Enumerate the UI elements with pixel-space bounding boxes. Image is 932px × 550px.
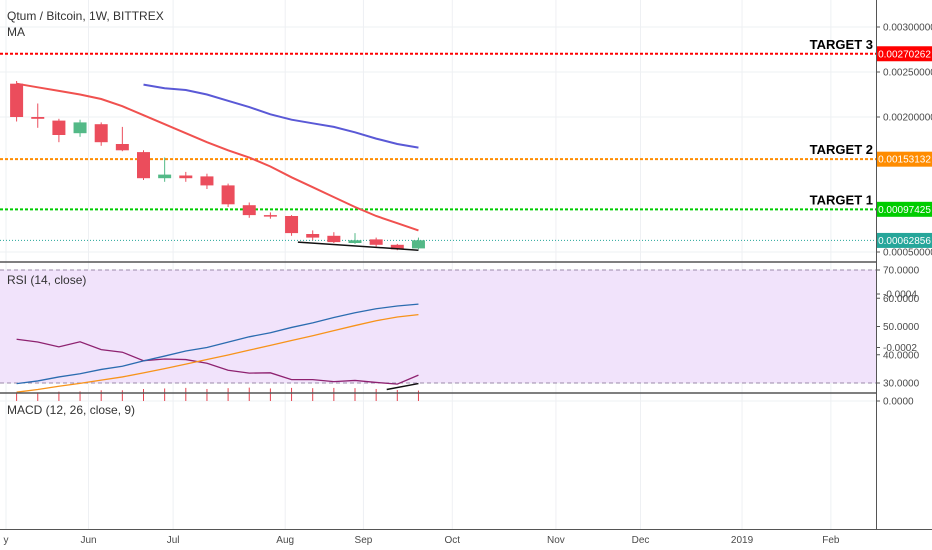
macd-tick-1: -0.0002: [883, 343, 917, 354]
candle-body: [115, 144, 129, 151]
moving-averages: [16, 82, 419, 232]
candle-body: [73, 122, 87, 134]
candle-17[interactable]: [369, 237, 383, 247]
rsi-tick-3: 40.0000: [883, 350, 920, 361]
candle-0[interactable]: [10, 81, 24, 122]
rsi-trendline[interactable]: [386, 382, 419, 391]
candle-body: [179, 175, 193, 179]
last-price-badge-box: [877, 232, 932, 248]
ma-fast-line[interactable]: [16, 82, 419, 232]
price-tick-3: 0.00050000: [883, 248, 932, 259]
candle-15[interactable]: [327, 232, 341, 243]
rsi-line[interactable]: [16, 338, 419, 385]
macd-tick-2: -0.0004: [883, 290, 917, 301]
rsi-tick-0: 70.0000: [883, 266, 920, 277]
time-label-oct: Oct: [445, 535, 461, 546]
time-label-nov: Nov: [547, 535, 565, 546]
macd-line[interactable]: [16, 303, 419, 385]
price-tick-2: 0.00200000: [883, 113, 932, 124]
candle-12[interactable]: [263, 212, 277, 219]
candle-19[interactable]: [411, 237, 425, 250]
chart-title: Qtum / Bitcoin, 1W, BITTREX: [7, 9, 164, 23]
candle-body: [369, 239, 383, 245]
candle-13[interactable]: [285, 215, 299, 236]
price-tick-1: 0.00250000: [883, 68, 932, 79]
candle-6[interactable]: [137, 150, 150, 180]
candle-8[interactable]: [179, 171, 193, 182]
candle-body: [411, 240, 425, 249]
time-label-y: y: [4, 535, 9, 546]
target-label-2: TARGET 2: [810, 142, 873, 157]
candle-9[interactable]: [200, 173, 214, 189]
rsi-pane: [16, 338, 419, 385]
candle-body: [390, 244, 404, 250]
target-badge-2-box: [877, 151, 932, 167]
target-badge-3-box: [877, 46, 932, 62]
macd-signal-line[interactable]: [16, 313, 419, 393]
price-trendline[interactable]: [297, 241, 419, 251]
candle-body: [263, 215, 277, 217]
rsi-tick-4: 30.0000: [883, 379, 920, 390]
macd-legend[interactable]: MACD (12, 26, close, 9): [7, 403, 135, 417]
target-badge-1: 0.00097425: [878, 205, 931, 216]
candle-body: [52, 120, 66, 135]
candle-body: [10, 83, 24, 117]
candle-body: [327, 235, 341, 243]
pane-separators[interactable]: [0, 0, 932, 530]
candle-body: [94, 124, 108, 143]
target-badge-2: 0.00153132: [878, 155, 931, 166]
candle-1[interactable]: [31, 103, 45, 128]
macd-tick-0: 0.0000: [883, 397, 914, 408]
last-price-badge: 0.00062856: [878, 236, 931, 247]
time-label-aug: Aug: [276, 535, 294, 546]
rsi-tick-2: 50.0000: [883, 322, 920, 333]
candle-11[interactable]: [242, 202, 256, 218]
macd-pane: [16, 303, 419, 401]
candle-7[interactable]: [158, 157, 172, 182]
rsi-tick-1: 60.0000: [883, 294, 920, 305]
time-axis[interactable]: y Jun Jul Aug Sep Oct Nov Dec 2019 Feb: [4, 535, 840, 546]
target-label-3: TARGET 3: [810, 37, 873, 52]
candles[interactable]: [10, 81, 425, 251]
candle-2[interactable]: [52, 118, 66, 143]
target-label-1: TARGET 1: [810, 192, 873, 207]
price-axis[interactable]: 0.00300000 0.00250000 0.00200000 0.00050000…: [876, 23, 932, 408]
candle-5[interactable]: [115, 126, 129, 152]
candle-body: [158, 174, 172, 179]
time-label-jul: Jul: [167, 535, 180, 546]
candle-10[interactable]: [221, 183, 235, 207]
target-badge-3: 0.00270262: [878, 49, 931, 60]
time-label-jun: Jun: [80, 535, 96, 546]
candle-14[interactable]: [306, 230, 320, 241]
rsi-band: [0, 269, 876, 384]
rsi-band-fill: [0, 270, 876, 383]
candle-body: [306, 234, 320, 238]
candle-body: [285, 216, 299, 234]
candle-4[interactable]: [94, 122, 108, 146]
candle-body: [31, 117, 45, 119]
axis-badges: 0.00270262 0.00153132 0.00097425 0.00062856: [877, 46, 932, 248]
time-label-feb: Feb: [822, 535, 840, 546]
target-badge-1-box: [877, 201, 932, 217]
candle-body: [200, 176, 214, 186]
ma-slow-line[interactable]: [143, 83, 419, 149]
candle-3[interactable]: [73, 119, 87, 137]
time-label-2019: 2019: [731, 535, 754, 546]
candle-body: [242, 205, 256, 216]
rsi-legend[interactable]: RSI (14, close): [7, 273, 86, 287]
candle-body: [221, 185, 235, 205]
trendlines[interactable]: [297, 241, 419, 391]
candle-16[interactable]: [348, 233, 362, 244]
candle-body: [348, 240, 362, 243]
time-label-sep: Sep: [355, 535, 373, 546]
ma-legend[interactable]: MA: [7, 25, 25, 39]
candle-body: [137, 152, 150, 179]
time-label-dec: Dec: [632, 535, 650, 546]
price-tick-0: 0.00300000: [883, 23, 932, 34]
